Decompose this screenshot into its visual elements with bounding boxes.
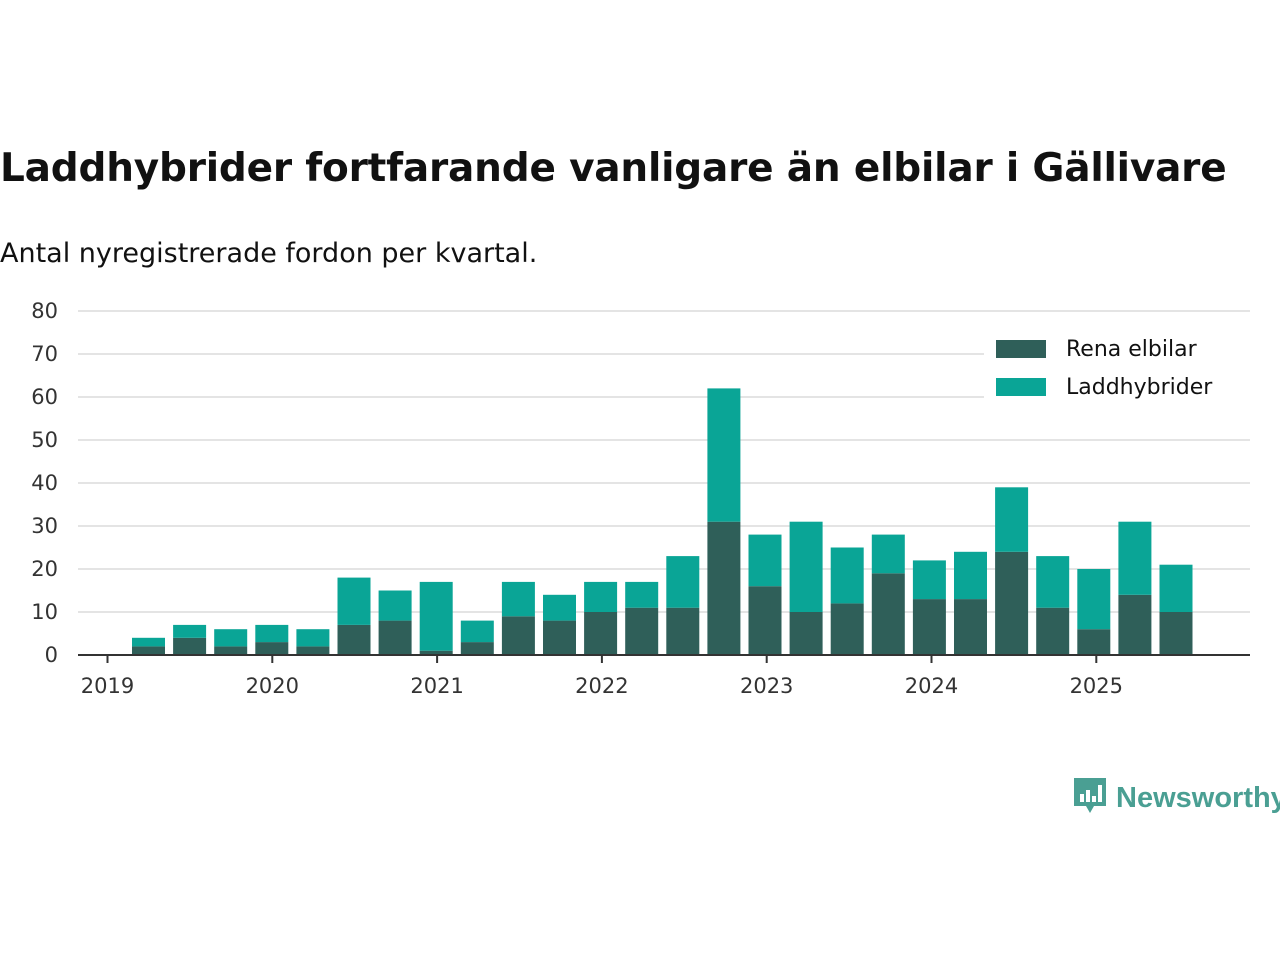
bars <box>132 388 1193 655</box>
bar-laddhybrider <box>954 551 987 600</box>
bar-laddhybrider <box>1036 556 1070 608</box>
bar-rena-elbilar <box>460 642 494 655</box>
bar-laddhybrider <box>132 637 165 647</box>
bar-rena-elbilar <box>296 646 330 655</box>
bar-laddhybrider <box>501 581 535 617</box>
bar-rena-elbilar <box>1118 594 1152 655</box>
bar-rena-elbilar <box>132 646 165 655</box>
bar-laddhybrider <box>214 629 248 647</box>
grid-lines <box>78 310 1250 613</box>
x-axis: 2019 2020 2021 2022 2023 2024 2025 <box>78 654 1250 698</box>
bar-rena-elbilar <box>748 586 782 655</box>
bar-laddhybrider <box>830 547 864 604</box>
chart-title: Laddhybrider fortfarande vanligare än el… <box>0 146 1227 191</box>
bar-rena-elbilar <box>337 624 371 655</box>
bar-rena-elbilar <box>1036 607 1070 655</box>
bar-laddhybrider <box>625 581 659 608</box>
bar-laddhybrider <box>543 594 576 621</box>
bar-laddhybrider <box>419 581 453 651</box>
bar-laddhybrider <box>337 577 371 625</box>
x-tick-label: 2020 <box>246 674 299 698</box>
chart-subtitle: Antal nyregistrerade fordon per kvartal. <box>0 238 538 269</box>
legend: Rena elbilar Laddhybrider <box>984 326 1254 402</box>
x-tick-label: 2021 <box>410 674 463 698</box>
y-tick-label: 60 <box>31 385 58 409</box>
bar-rena-elbilar <box>666 607 700 655</box>
bar-rena-elbilar <box>501 616 535 655</box>
bar-rena-elbilar <box>214 646 248 655</box>
x-tick-label: 2019 <box>81 674 134 698</box>
y-tick-label: 70 <box>31 342 58 366</box>
bar-laddhybrider <box>584 581 618 612</box>
y-tick-label: 20 <box>31 557 58 581</box>
y-tick-label: 10 <box>31 600 58 624</box>
bar-rena-elbilar <box>625 607 659 655</box>
bar-rena-elbilar <box>954 599 987 655</box>
x-tick-label: 2022 <box>575 674 628 698</box>
bar-laddhybrider <box>871 534 905 574</box>
bar-laddhybrider <box>912 560 946 600</box>
newsworthy-brand-name: Newsworthy <box>1116 781 1280 814</box>
y-tick-label: 50 <box>31 428 58 452</box>
legend-label: Rena elbilar <box>1066 337 1198 362</box>
bar-rena-elbilar <box>1077 629 1111 655</box>
bar-rena-elbilar <box>789 612 823 655</box>
x-tick-label: 2023 <box>740 674 793 698</box>
bar-laddhybrider <box>255 624 289 643</box>
legend-label: Laddhybrider <box>1066 375 1213 400</box>
bar-rena-elbilar <box>830 603 864 655</box>
bar-laddhybrider <box>1077 569 1111 630</box>
bar-rena-elbilar <box>419 650 453 655</box>
x-tick-label: 2025 <box>1070 674 1123 698</box>
bar-rena-elbilar <box>378 620 412 655</box>
bar-laddhybrider <box>296 629 330 647</box>
bar-rena-elbilar <box>912 599 946 655</box>
newsworthy-logo-icon <box>1072 776 1108 820</box>
bar-laddhybrider <box>995 487 1029 552</box>
y-tick-label: 80 <box>31 299 58 323</box>
bar-laddhybrider <box>789 521 823 612</box>
bar-laddhybrider <box>666 556 700 608</box>
bar-rena-elbilar <box>995 551 1029 655</box>
bar-laddhybrider <box>1118 521 1152 595</box>
bar-rena-elbilar <box>543 620 576 655</box>
bar-laddhybrider <box>1159 564 1193 612</box>
newsworthy-brand: Newsworthy <box>1072 776 1280 820</box>
bar-rena-elbilar <box>255 642 289 655</box>
legend-swatch <box>996 378 1046 396</box>
bar-laddhybrider <box>707 388 741 522</box>
x-tick-label: 2024 <box>905 674 958 698</box>
y-tick-label: 30 <box>31 514 58 538</box>
bar-rena-elbilar <box>1159 612 1193 655</box>
bar-laddhybrider <box>173 624 207 638</box>
bar-rena-elbilar <box>584 612 618 655</box>
y-tick-label: 0 <box>45 643 58 667</box>
bar-rena-elbilar <box>173 637 207 655</box>
bar-rena-elbilar <box>707 521 741 655</box>
legend-swatch <box>996 340 1046 358</box>
y-tick-label: 40 <box>31 471 58 495</box>
bar-laddhybrider <box>460 620 494 643</box>
bar-laddhybrider <box>748 534 782 587</box>
bar-laddhybrider <box>378 590 412 621</box>
bar-rena-elbilar <box>871 573 905 655</box>
y-axis: 0 10 20 30 40 50 60 70 80 <box>31 299 58 667</box>
